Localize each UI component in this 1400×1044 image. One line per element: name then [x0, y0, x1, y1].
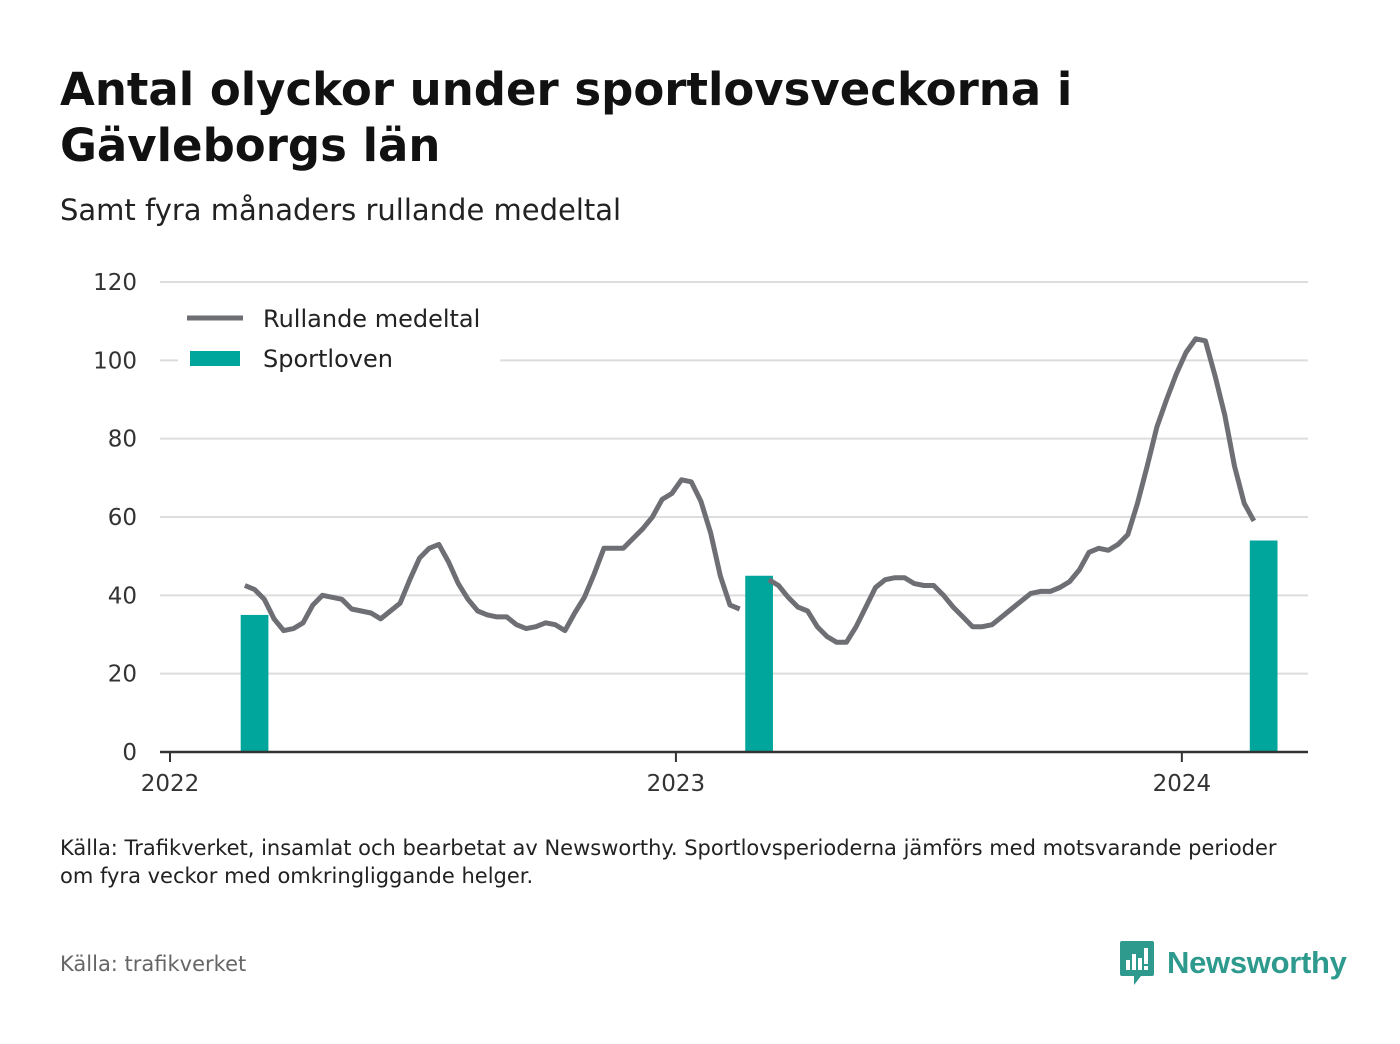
y-tick-label: 20 — [108, 662, 137, 688]
chart-subtitle: Samt fyra månaders rullande medeltal — [60, 193, 622, 227]
y-tick-label: 60 — [108, 505, 137, 531]
y-tick-label: 0 — [122, 740, 137, 766]
x-tick-label: 2022 — [141, 771, 200, 797]
source-note: Källa: Trafikverket, insamlat och bearbe… — [60, 836, 1277, 888]
y-tick-label: 80 — [108, 427, 137, 453]
series-line-segment — [243, 477, 741, 634]
series-line-segment — [767, 336, 1257, 645]
newsworthy-logo-icon — [1120, 941, 1154, 985]
chart-title: Antal olyckor under sportlovsveckorna i … — [60, 63, 1073, 172]
bars-sportloven — [240, 540, 1278, 752]
bar-sportlov — [745, 575, 773, 752]
newsworthy-logo[interactable]: Newsworthy — [1119, 940, 1347, 986]
legend: Rullande medeltal Sportloven — [178, 300, 500, 373]
x-axis: 2022 2023 2024 — [141, 750, 1308, 797]
bar-sportlov — [1249, 540, 1278, 752]
legend-label-rullande-medeltal: Rullande medeltal — [263, 305, 480, 333]
y-tick-label: 100 — [93, 348, 137, 374]
legend-label-sportloven: Sportloven — [263, 345, 393, 373]
legend-bar-swatch — [190, 351, 240, 366]
line-rullande-medeltal — [243, 336, 1257, 645]
newsworthy-logo-text: Newsworthy — [1167, 945, 1347, 980]
x-tick-label: 2023 — [647, 771, 706, 797]
y-tick-label: 40 — [108, 583, 137, 609]
source-credit: Källa: trafikverket — [60, 952, 247, 976]
bar-sportlov — [240, 614, 269, 752]
x-tick-label: 2024 — [1153, 771, 1212, 797]
y-tick-label: 120 — [93, 270, 137, 296]
y-axis-ticks: 0 20 40 60 80 100 120 — [93, 270, 137, 766]
